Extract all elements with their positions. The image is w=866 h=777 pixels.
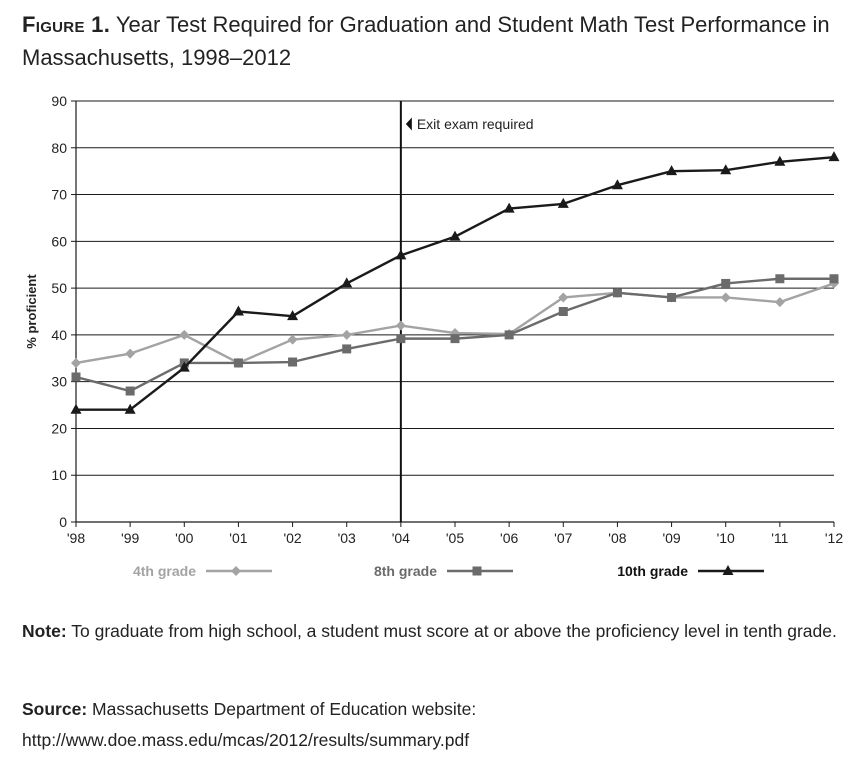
data-point-8th-grade [667,292,677,302]
data-point-8th-grade [558,307,568,316]
x-tick-label: '11 [771,530,788,546]
chart-source: Source: Massachusetts Department of Educ… [22,694,842,756]
legend-label: 8th grade [374,563,437,579]
y-tick-label: 40 [51,327,67,343]
data-point-10th-grade [720,164,732,175]
data-point-10th-grade [611,179,623,190]
data-point-10th-grade [557,197,569,208]
x-tick-label: '05 [446,530,464,546]
series-line-4th-grade [75,282,835,365]
x-tick-label: '07 [554,530,572,546]
data-point-10th-grade [287,310,299,321]
data-point-10th-grade [774,155,786,166]
data-point-4th-grade [287,334,298,345]
x-tick-label: '03 [338,530,356,546]
legend-label: 10th grade [617,563,688,579]
data-point-4th-grade [395,320,406,331]
data-point-8th-grade [612,288,622,298]
y-tick-label: 70 [51,187,67,203]
legend-item-8th-grade: 8th grade [374,563,513,579]
y-tick-label: 80 [51,140,67,156]
chart-note: Note: To graduate from high school, a st… [22,616,842,647]
data-point-10th-grade [395,249,407,260]
data-point-10th-grade [70,403,82,414]
annotation-arrow-icon [405,117,412,131]
y-tick-label: 90 [51,93,67,109]
data-point-4th-grade [125,348,136,359]
y-axis-label: % proficient [24,274,39,349]
data-point-8th-grade [721,278,731,288]
data-point-4th-grade [774,297,785,308]
data-point-8th-grade [775,274,785,284]
x-tick-label: '10 [717,530,735,546]
data-point-4th-grade [179,329,190,340]
chart-title: Figure 1. Year Test Required for Graduat… [22,8,852,74]
x-tick-label: '08 [608,530,626,546]
x-tick-label: '01 [229,530,247,546]
legend-marker-icon [472,566,482,576]
x-tick-label: '02 [283,530,301,546]
data-point-8th-grade [342,344,352,354]
source-label: Source: [22,699,88,719]
legend-item-4th-grade: 4th grade [133,563,272,579]
data-point-10th-grade [341,277,353,288]
note-label: Note: [22,621,67,641]
data-point-10th-grade [666,165,678,176]
y-tick-label: 20 [51,420,67,436]
data-point-8th-grade [829,274,839,284]
data-point-10th-grade [449,230,461,241]
legend-item-10th-grade: 10th grade [617,563,764,579]
data-point-4th-grade [558,292,569,303]
x-tick-label: '12 [825,530,843,546]
data-point-10th-grade [828,151,840,162]
x-tick-label: '06 [500,530,518,546]
legend-marker-icon [231,566,241,576]
data-point-8th-grade [396,334,406,344]
x-tick-label: '04 [392,530,410,546]
figure-label: Figure 1. [22,12,111,37]
data-point-8th-grade [233,358,243,368]
legend-marker-icon [722,565,734,575]
data-point-8th-grade [504,330,514,340]
data-point-4th-grade [71,357,81,368]
data-point-4th-grade [720,292,731,303]
line-chart: 0 10 20 30 40 50 60 70 80 90 '98 '99 '00 '01 '02 '03 '04… [24,93,843,579]
y-tick-label: 0 [59,514,67,530]
y-tick-label: 10 [51,467,67,483]
source-text: Massachusetts Department of Education we… [22,699,477,750]
y-tick-label: 30 [51,374,67,390]
data-point-4th-grade [341,329,352,340]
data-point-8th-grade [125,386,135,396]
data-point-10th-grade [503,202,515,213]
x-tick-label: '00 [175,530,193,546]
data-point-8th-grade [71,372,81,382]
y-tick-label: 60 [51,233,67,249]
data-point-8th-grade [288,357,298,367]
annotation-label: Exit exam required [417,116,534,132]
note-text: To graduate from high school, a student … [71,621,837,641]
data-point-10th-grade [124,403,136,414]
x-tick-label: '09 [662,530,680,546]
data-point-8th-grade [450,334,460,344]
data-point-10th-grade [232,305,244,316]
x-tick-label: '99 [121,530,139,546]
figure-title: Year Test Required for Graduation and St… [22,12,830,70]
data-point-10th-grade [178,361,190,372]
y-tick-label: 50 [51,280,67,296]
x-tick-label: '98 [67,530,85,546]
legend-label: 4th grade [133,563,196,579]
